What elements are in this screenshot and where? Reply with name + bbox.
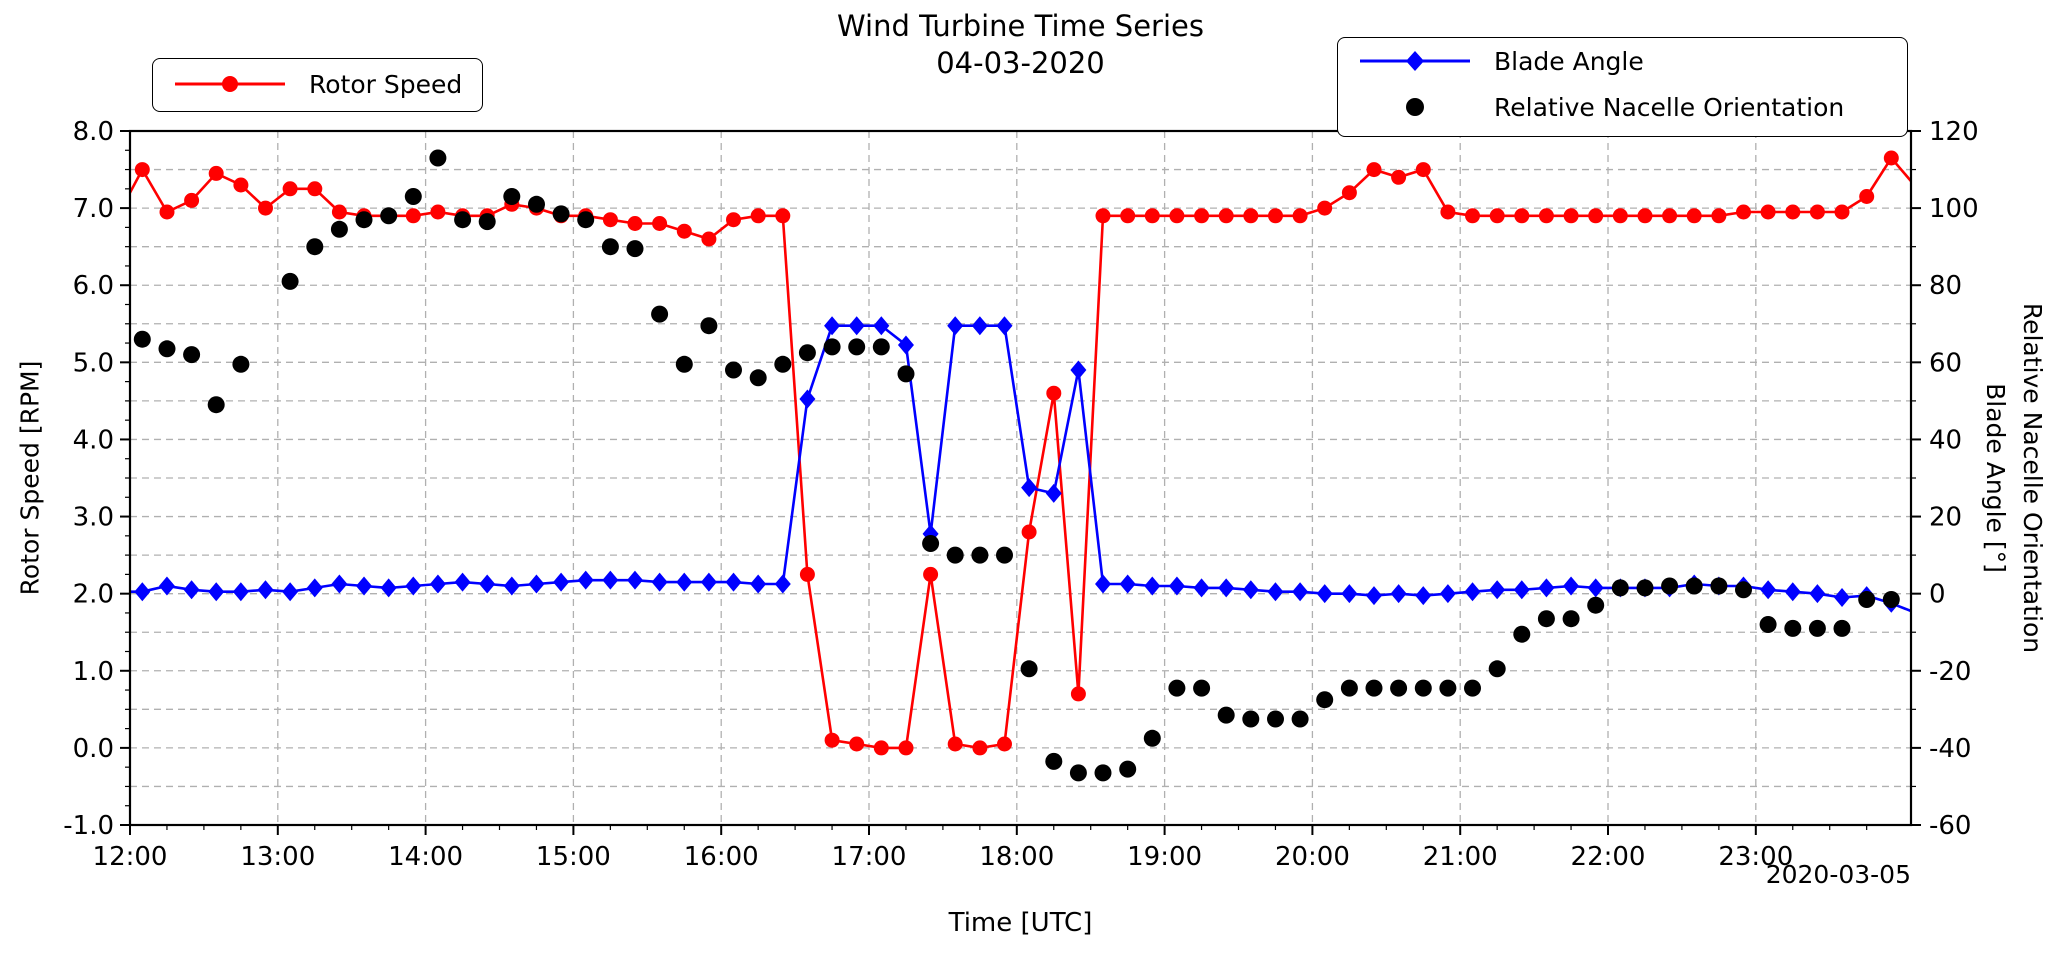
x-tick-label: 21:00 [1423,842,1498,872]
x-axis-label: Time [UTC] [948,908,1093,938]
y-right-tick-label: -40 [1929,734,1971,764]
y-left-tick-label: 2.0 [73,580,114,610]
x-tick-label: 12:00 [93,842,168,872]
y-right-tick-label: 60 [1929,348,1962,378]
x-tick-label: 17:00 [832,842,907,872]
x-tick-label: 16:00 [684,842,759,872]
y-right-tick-label: 20 [1929,503,1962,533]
y-left-tick-label: 3.0 [73,503,114,533]
plot-border [128,129,1913,827]
legend-right: Blade Angle Relative Nacelle Orientation [1337,37,1908,137]
y-right-tick-label: -20 [1929,657,1971,687]
y-right-tick-label: 100 [1929,194,1979,224]
x-tick-label: 15:00 [536,842,611,872]
series-rotor-speed-markers [134,150,1899,756]
y-right-tick-label: 80 [1929,271,1962,301]
rotor-speed-line-marker-icon [171,71,289,97]
legend-rotor-speed-label: Rotor Speed [309,69,463,99]
series-blade-angle-line [130,324,1912,613]
y-left-tick-label: 0.0 [73,734,114,764]
chart-title-line2: 04-03-2020 [936,46,1105,80]
y-left-tick-label: 4.0 [73,425,114,455]
left-axis-label: Rotor Speed [RPM] [15,360,45,596]
legend-blade-angle-label: Blade Angle [1494,46,1644,76]
x-tick-label: 23:00 [1718,842,1793,872]
blade-angle-line-marker-icon [1356,47,1474,75]
right-axis-label-line1: Relative Nacelle Orientation [2018,302,2047,654]
y-right-tick-label: 120 [1929,117,1979,147]
y-right-tick-label: -60 [1929,811,1971,841]
x-tick-label: 13:00 [240,842,315,872]
y-left-tick-label: 5.0 [73,348,114,378]
legend-blade-angle-row: Blade Angle [1338,38,1907,84]
x-tick-label: 19:00 [1127,842,1202,872]
gridlines [130,131,1911,825]
y-left-tick-label: 6.0 [73,271,114,301]
axis-ticks: 8.0 7.0 6.0 5.0 4.0 3.0 2.0 1.0 0.0 -1.0 120 100 80 6… [63,117,1978,872]
x-tick-label: 18:00 [979,842,1054,872]
y-left-tick-label: 7.0 [73,194,114,224]
x-axis-end-date: 2020-03-05 [1765,860,1911,889]
x-tick-label: 22:00 [1571,842,1646,872]
legend-rotor-speed: Rotor Speed [152,58,483,112]
nacelle-dot-icon [1356,94,1474,120]
y-left-tick-label: 8.0 [73,117,114,147]
y-right-tick-label: 40 [1929,425,1962,455]
y-right-tick-label: 0 [1929,580,1946,610]
legend-nacelle-label: Relative Nacelle Orientation [1494,92,1845,122]
chart-title: Wind Turbine Time Series 04-03-2020 [130,8,1911,82]
legend-nacelle-row: Relative Nacelle Orientation [1338,84,1907,130]
right-axis-label: Relative Nacelle Orientation Blade Angle… [1977,303,2051,653]
y-left-tick-label: 1.0 [73,657,114,687]
y-left-tick-label: -1.0 [63,811,114,841]
x-tick-label: 14:00 [388,842,463,872]
x-tick-label: 20:00 [1275,842,1350,872]
right-axis-label-line2: Blade Angle [°] [1981,383,2010,573]
series [128,149,1912,782]
chart-title-line1: Wind Turbine Time Series [837,9,1204,43]
series-nacelle-orientation-markers [133,149,1900,782]
